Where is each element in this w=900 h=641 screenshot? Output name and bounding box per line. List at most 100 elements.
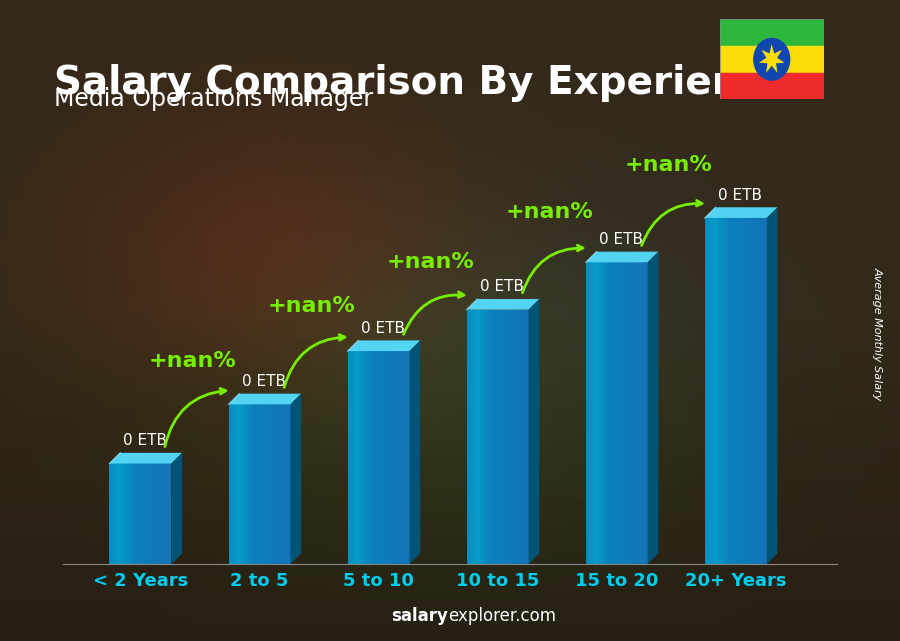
Bar	[154, 463, 155, 564]
Bar	[611, 262, 613, 564]
Bar	[748, 218, 750, 564]
Bar	[606, 262, 607, 564]
Text: 0 ETB: 0 ETB	[242, 374, 286, 389]
Bar	[713, 218, 715, 564]
Text: Average Monthly Salary: Average Monthly Salary	[872, 267, 883, 400]
Bar	[287, 404, 289, 564]
Bar	[284, 404, 285, 564]
Bar	[160, 463, 161, 564]
Bar	[387, 351, 388, 564]
Polygon shape	[528, 299, 539, 564]
Bar	[402, 351, 403, 564]
Bar	[350, 351, 351, 564]
Bar	[361, 351, 362, 564]
Bar	[242, 404, 243, 564]
Bar	[276, 404, 277, 564]
Bar	[645, 262, 647, 564]
Bar	[134, 463, 135, 564]
Bar	[714, 218, 716, 564]
Bar	[471, 310, 472, 564]
Bar	[596, 262, 598, 564]
Bar	[130, 463, 131, 564]
Bar	[511, 310, 512, 564]
Bar	[241, 404, 242, 564]
Bar	[492, 310, 493, 564]
Bar	[155, 463, 156, 564]
Bar	[366, 351, 367, 564]
Bar	[720, 46, 824, 72]
Bar	[479, 310, 481, 564]
Bar	[386, 351, 387, 564]
Polygon shape	[586, 252, 659, 262]
Bar	[762, 218, 764, 564]
Bar	[637, 262, 638, 564]
Bar	[616, 262, 618, 564]
Bar	[358, 351, 359, 564]
Bar	[608, 262, 609, 564]
Bar	[706, 218, 708, 564]
Bar	[381, 351, 382, 564]
Bar	[362, 351, 364, 564]
Bar	[119, 463, 120, 564]
Bar	[497, 310, 498, 564]
Bar	[587, 262, 588, 564]
Bar	[627, 262, 628, 564]
Bar	[117, 463, 118, 564]
Bar	[635, 262, 636, 564]
Bar	[363, 351, 365, 564]
Bar	[746, 218, 747, 564]
Bar	[765, 218, 766, 564]
Bar	[368, 351, 369, 564]
Bar	[229, 404, 230, 564]
Bar	[129, 463, 130, 564]
Bar	[736, 218, 737, 564]
Bar	[288, 404, 290, 564]
Bar	[720, 218, 722, 564]
Bar	[400, 351, 401, 564]
Bar	[271, 404, 272, 564]
Polygon shape	[291, 394, 302, 564]
Bar	[263, 404, 264, 564]
Bar	[639, 262, 641, 564]
Bar	[167, 463, 168, 564]
Polygon shape	[759, 44, 785, 73]
Bar	[377, 351, 379, 564]
Bar	[407, 351, 408, 564]
Bar	[264, 404, 265, 564]
Bar	[353, 351, 354, 564]
Bar	[356, 351, 357, 564]
Bar	[486, 310, 488, 564]
Bar	[359, 351, 360, 564]
Bar	[502, 310, 503, 564]
Bar	[634, 262, 635, 564]
Bar	[141, 463, 142, 564]
Bar	[636, 262, 637, 564]
Bar	[405, 351, 407, 564]
Bar	[708, 218, 709, 564]
Text: 0 ETB: 0 ETB	[599, 232, 643, 247]
Bar	[732, 218, 733, 564]
Bar	[409, 351, 410, 564]
Bar	[741, 218, 742, 564]
Bar	[112, 463, 113, 564]
Bar	[142, 463, 144, 564]
Bar	[705, 218, 706, 564]
Bar	[734, 218, 735, 564]
Bar	[477, 310, 478, 564]
Bar	[257, 404, 258, 564]
Bar	[720, 19, 824, 46]
Bar	[743, 218, 744, 564]
Bar	[717, 218, 718, 564]
Bar	[510, 310, 511, 564]
Bar	[351, 351, 352, 564]
Bar	[758, 218, 759, 564]
Bar	[723, 218, 724, 564]
Bar	[393, 351, 394, 564]
Bar	[352, 351, 353, 564]
Bar	[761, 218, 762, 564]
Bar	[380, 351, 381, 564]
Bar	[725, 218, 726, 564]
Bar	[607, 262, 608, 564]
Bar	[468, 310, 469, 564]
Bar	[512, 310, 513, 564]
